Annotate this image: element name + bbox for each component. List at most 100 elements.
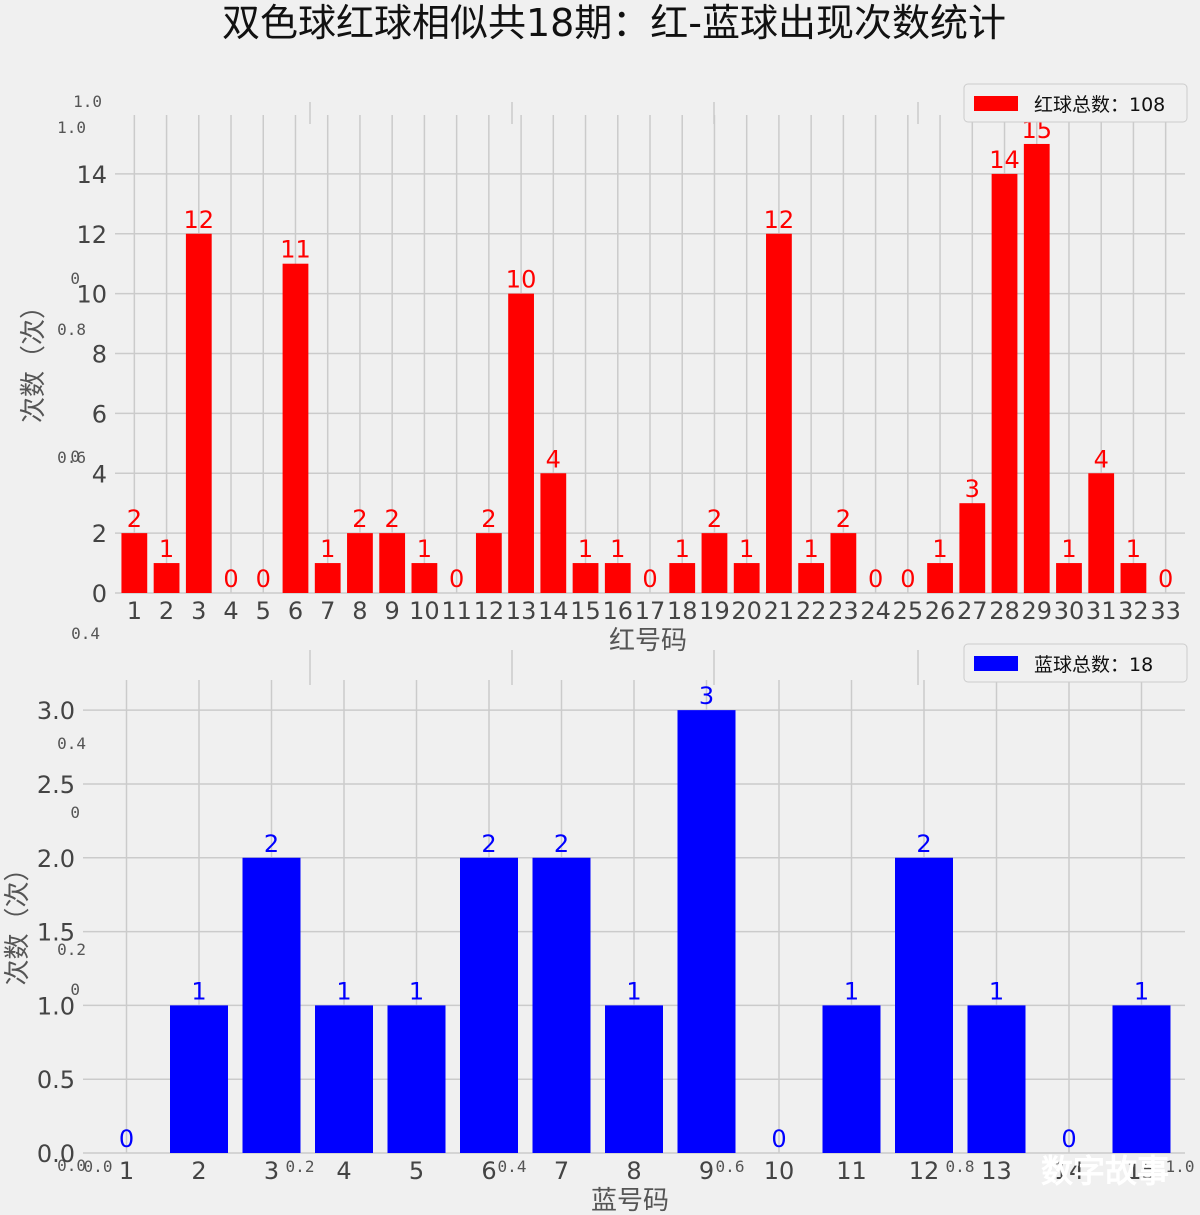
y-tick-label: 0 (92, 580, 107, 608)
bar (508, 293, 534, 593)
bar (766, 233, 792, 593)
x-tick-label: 5 (256, 597, 271, 625)
bar (314, 563, 341, 593)
bar-value-label: 1 (675, 535, 690, 563)
legend: 蓝球总数：18 (963, 643, 1188, 683)
legend-swatch (974, 96, 1018, 111)
legend: 红球总数：108 (963, 83, 1188, 123)
bar-value-label: 1 (409, 977, 424, 1005)
bar-value-label: 4 (1094, 445, 1109, 473)
bar (315, 1005, 373, 1153)
x-tick-label: 25 (893, 597, 924, 625)
x-tick-label: 18 (667, 597, 698, 625)
bar-value-label: 1 (610, 535, 625, 563)
x-tick-label: 3 (191, 597, 206, 625)
background-y-tick: 0 (70, 269, 80, 288)
bar (677, 710, 736, 1153)
bar-value-label: 1 (844, 977, 859, 1005)
x-tick-label: 8 (626, 1157, 641, 1185)
bar (153, 563, 180, 593)
bar (701, 533, 728, 593)
bar-value-label: 0 (223, 565, 238, 593)
bar-value-label: 4 (546, 445, 561, 473)
bar-value-label: 1 (626, 977, 641, 1005)
background-x-tick: 0.2 (286, 1157, 315, 1176)
background-y-tick: 1.0 (73, 92, 102, 111)
x-tick-label: 10 (409, 597, 440, 625)
x-tick-label: 10 (764, 1157, 795, 1185)
background-y-tick: 0 (70, 980, 80, 999)
bar-value-label: 2 (916, 830, 931, 858)
x-tick-label: 17 (635, 597, 666, 625)
bar-value-label: 1 (417, 535, 432, 563)
bar-value-label: 11 (280, 236, 311, 264)
bar-value-label: 0 (119, 1125, 134, 1153)
background-y-tick: 0 (70, 447, 80, 466)
y-tick-label: 6 (92, 400, 107, 428)
background-y-tick: 0.4 (71, 624, 100, 643)
bar-value-label: 2 (481, 505, 496, 533)
bar (347, 533, 373, 593)
x-tick-label: 12 (909, 1157, 940, 1185)
y-tick-label: 0.0 (37, 1140, 75, 1168)
bar-value-label: 2 (127, 505, 142, 533)
x-tick-label: 2 (159, 597, 174, 625)
background-x-tick: 1.0 (1166, 1157, 1195, 1176)
y-tick-label: 2 (92, 520, 107, 548)
x-tick-label: 2 (191, 1157, 206, 1185)
bar-value-label: 1 (191, 977, 206, 1005)
x-tick-label: 6 (288, 597, 303, 625)
background-y-tick: 0.4 (57, 734, 86, 753)
y-tick-label: 2.0 (37, 845, 75, 873)
bar (532, 857, 591, 1153)
x-tick-label: 11 (836, 1157, 867, 1185)
bar-value-label: 0 (1158, 565, 1173, 593)
bar-value-label: 1 (989, 977, 1004, 1005)
x-tick-label: 30 (1054, 597, 1085, 625)
bar (1088, 473, 1115, 593)
chart-title: 双色球红球相似共18期：红-蓝球出现次数统计 (222, 1, 1006, 45)
bar-value-label: 2 (481, 830, 496, 858)
bar-value-label: 1 (932, 535, 947, 563)
bar-value-label: 0 (642, 565, 657, 593)
bar-value-label: 12 (764, 206, 795, 234)
bar (605, 1005, 663, 1153)
x-axis-label: 红号码 (609, 626, 687, 656)
bar-value-label: 12 (184, 206, 215, 234)
bar (967, 1005, 1026, 1153)
bar (282, 263, 309, 593)
x-tick-label: 4 (223, 597, 238, 625)
bar (387, 1005, 446, 1153)
bar (572, 563, 599, 593)
bar (830, 533, 857, 593)
x-tick-label: 33 (1150, 597, 1181, 625)
blue-ball-chart: 0.00.51.01.52.02.53.00112231415262718390… (3, 643, 1188, 1215)
x-tick-label: 13 (506, 597, 537, 625)
x-tick-label: 28 (989, 597, 1020, 625)
bar-value-label: 1 (320, 535, 335, 563)
bar-value-label: 1 (804, 535, 819, 563)
x-tick-label: 24 (860, 597, 891, 625)
bar-value-label: 1 (159, 535, 174, 563)
bar (540, 473, 567, 593)
bar-value-label: 1 (739, 535, 754, 563)
bar-value-label: 2 (385, 505, 400, 533)
background-y-tick: 1.0 (57, 118, 86, 137)
y-tick-label: 14 (76, 161, 107, 189)
background-y-tick: 0.8 (57, 320, 86, 339)
x-tick-label: 26 (925, 597, 956, 625)
background-y-tick: 0.0 (57, 1156, 86, 1175)
bar-value-label: 0 (449, 565, 464, 593)
bar (121, 533, 148, 593)
legend-swatch (974, 656, 1018, 671)
bar (1023, 143, 1050, 593)
x-tick-label: 9 (699, 1157, 714, 1185)
bar (1112, 1005, 1171, 1153)
y-tick-label: 1.5 (37, 919, 75, 947)
bar (1056, 563, 1082, 593)
x-tick-label: 9 (385, 597, 400, 625)
x-tick-label: 4 (336, 1157, 351, 1185)
x-tick-label: 27 (957, 597, 988, 625)
bar-value-label: 0 (256, 565, 271, 593)
